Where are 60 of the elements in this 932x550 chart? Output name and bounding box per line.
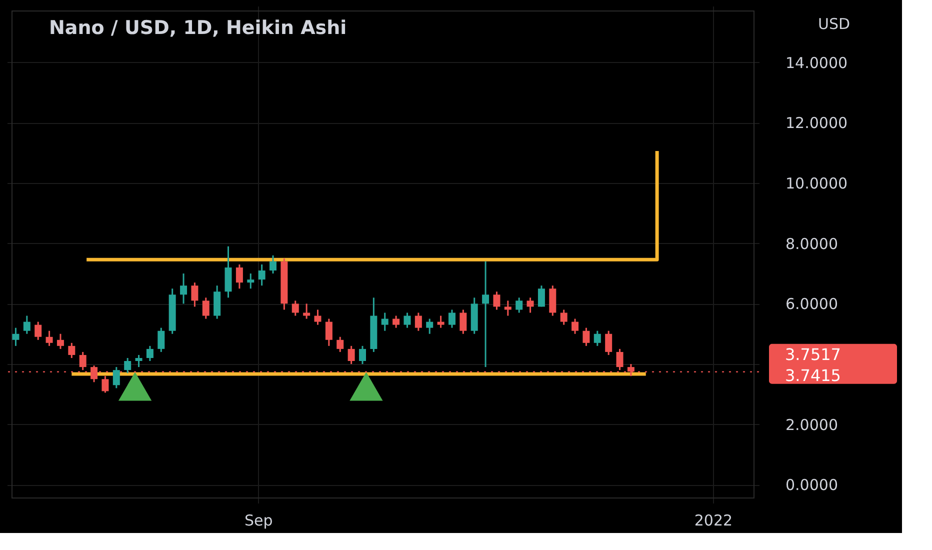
x-tick-label: Sep <box>244 512 273 530</box>
candlestick <box>314 308 322 326</box>
candlestick <box>270 254 277 274</box>
candlestick <box>605 330 612 356</box>
candlestick <box>560 308 568 326</box>
x-tick-label: 2022 <box>694 512 733 530</box>
text: USD <box>818 15 850 33</box>
candlestick <box>414 312 422 332</box>
candlestick <box>158 327 165 353</box>
y-tick-label: 14.0000 <box>786 54 848 72</box>
candlestick <box>180 272 188 304</box>
candlestick <box>79 351 86 371</box>
y-tick-label: 12.0000 <box>786 114 848 132</box>
candlestick <box>68 342 76 359</box>
candlestick <box>381 312 388 332</box>
candlestick <box>572 318 579 335</box>
candlestick <box>23 315 30 335</box>
candlestick <box>247 272 254 290</box>
candlestick <box>448 308 456 329</box>
candlestick <box>358 345 366 365</box>
candlestick <box>460 308 467 335</box>
candlestick <box>616 348 624 371</box>
y-tick-label: 10.0000 <box>786 174 848 192</box>
candlestick <box>102 375 109 394</box>
candlestick <box>191 282 198 308</box>
candlestick <box>325 318 332 347</box>
y-tick-label: 8.0000 <box>786 234 838 253</box>
candlestick <box>135 354 142 368</box>
candlestick <box>504 300 512 316</box>
candlestick <box>582 327 590 347</box>
candlestick <box>516 296 523 314</box>
chart-title: Nano / USD, 1D, Heikin Ashi <box>49 17 347 39</box>
candlestick <box>124 357 132 374</box>
y-tick-label: 0.0000 <box>786 476 838 494</box>
candlestick <box>202 296 210 320</box>
candlestick <box>538 284 545 308</box>
candlestick <box>426 318 434 335</box>
candlestick <box>56 333 64 350</box>
candlestick <box>493 290 500 310</box>
candlestick <box>112 366 120 389</box>
candlestick <box>258 264 266 286</box>
candlestick <box>12 327 20 347</box>
candlestick <box>594 330 601 347</box>
candlestick <box>392 315 400 329</box>
candlestick <box>336 336 344 353</box>
candlestick <box>303 302 310 320</box>
candlestick <box>292 300 299 316</box>
candlestick <box>437 315 444 329</box>
candlestick <box>482 260 490 368</box>
y-tick-label: 6.0000 <box>786 295 838 314</box>
candlestick <box>526 296 534 314</box>
candlestick <box>404 312 411 329</box>
candlestick <box>34 321 42 341</box>
text: 3.7517 <box>785 344 841 364</box>
candlestick <box>46 330 53 347</box>
ref-line-label: 3.7415 <box>785 366 841 385</box>
candlestick <box>348 345 355 365</box>
candlestick <box>146 345 154 362</box>
y-tick-label: 2.0000 <box>786 416 838 434</box>
candlestick <box>236 264 243 290</box>
